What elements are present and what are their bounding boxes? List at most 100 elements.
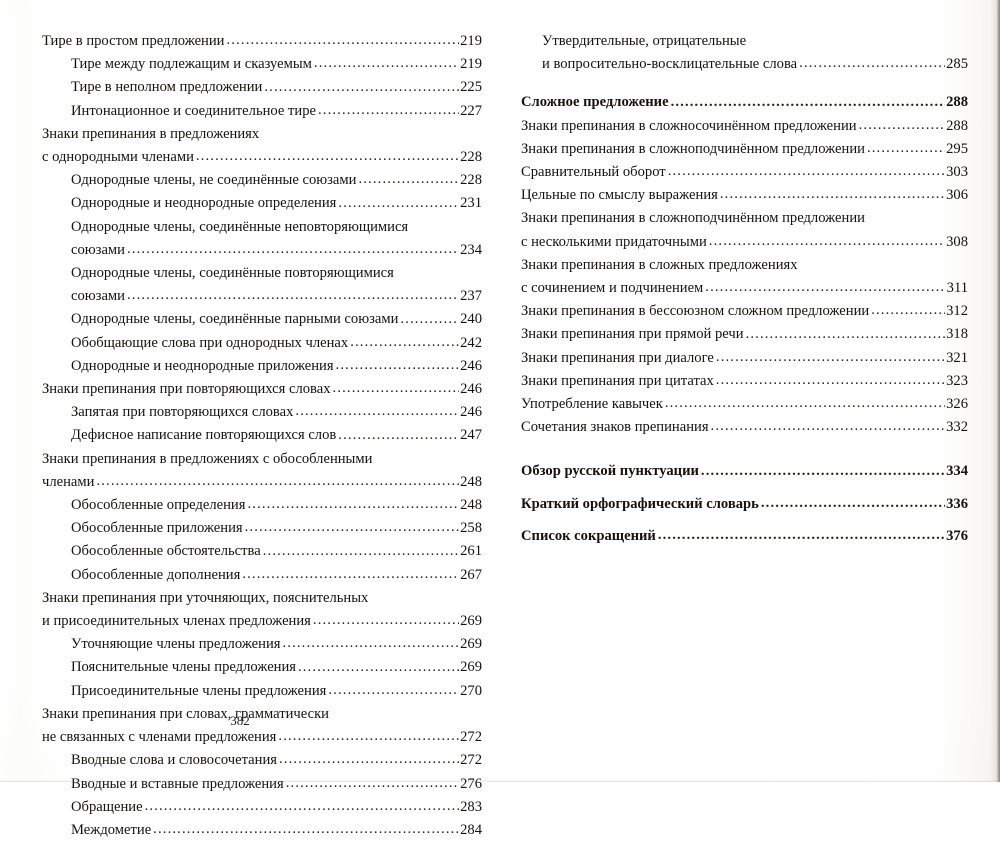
toc-dot-leader bbox=[867, 146, 945, 161]
toc-entry[interactable]: Запятая при повторяющихся словах 246 bbox=[71, 401, 482, 424]
toc-entry[interactable]: членами 248 bbox=[42, 471, 482, 494]
toc-entry[interactable]: Обзор русской пунктуации 334 bbox=[521, 460, 968, 483]
toc-dot-leader bbox=[336, 363, 460, 378]
toc-entry[interactable]: Обособленные обстоятельства 261 bbox=[71, 540, 482, 563]
toc-dot-leader bbox=[705, 286, 945, 301]
toc-entry-continued-line: Знаки препинания в предложениях с обособ… bbox=[42, 450, 373, 467]
toc-dot-leader bbox=[242, 572, 459, 587]
toc-dot-leader bbox=[318, 108, 459, 123]
toc-entry[interactable]: Сложное предложение 288 bbox=[521, 91, 968, 114]
toc-entry[interactable]: Знаки препинания при цитатах 323 bbox=[521, 370, 968, 393]
toc-entry[interactable]: Знаки препинания в бессоюзном сложном пр… bbox=[521, 300, 968, 323]
toc-columns: Тире в простом предложении219Тире между … bbox=[0, 0, 1000, 782]
toc-entry-label: членами bbox=[42, 473, 95, 490]
toc-dot-leader bbox=[338, 201, 459, 216]
toc-entry-label: Обособленные обстоятельства bbox=[71, 543, 261, 560]
toc-entry-label: Знаки препинания в сложносочинённом пред… bbox=[521, 117, 857, 134]
toc-spacer bbox=[521, 484, 968, 493]
toc-dot-leader bbox=[746, 332, 946, 347]
toc-dot-leader bbox=[665, 402, 945, 417]
toc-entry-continued-line: Знаки препинания в сложноподчинённом пре… bbox=[521, 210, 865, 227]
toc-entry[interactable]: Обращение 283 bbox=[71, 796, 482, 819]
toc-entry-label: Интонационное и соединительное тире bbox=[71, 102, 316, 119]
toc-dot-leader bbox=[245, 526, 460, 541]
toc-dot-leader bbox=[799, 62, 945, 77]
toc-entry[interactable]: Обобщающие слова при однородных членах 24… bbox=[71, 332, 482, 355]
toc-entry[interactable]: Краткий орфографический словарь 336 bbox=[521, 493, 968, 516]
toc-entry[interactable]: Цельные по смыслу выражения 306 bbox=[521, 184, 968, 207]
toc-entry-page-number: 288 bbox=[946, 94, 968, 111]
toc-spacer bbox=[521, 439, 968, 460]
toc-dot-leader bbox=[716, 355, 945, 370]
toc-entry[interactable]: союзами 234 bbox=[71, 239, 482, 262]
toc-entry[interactable]: Тире между подлежащим и сказуемым 219 bbox=[71, 53, 482, 76]
toc-entry[interactable]: с несколькими придаточными 308 bbox=[521, 231, 968, 254]
toc-dot-leader bbox=[716, 378, 945, 393]
toc-entry-page-number: 285 bbox=[946, 56, 968, 73]
toc-entry[interactable]: союзами 237 bbox=[71, 285, 482, 308]
toc-entry[interactable]: Знаки препинания при повторяющихся слова… bbox=[42, 378, 482, 401]
toc-entry[interactable]: Вводные и вставные предложения 276 bbox=[71, 773, 482, 796]
toc-entry[interactable]: Тире в простом предложении 219 bbox=[42, 30, 482, 53]
toc-entry-label: Употребление кавычек bbox=[521, 396, 663, 413]
toc-entry[interactable]: Сочетания знаков препинания 332 bbox=[521, 416, 968, 439]
toc-entry[interactable]: Присоединительные члены предложения 270 bbox=[71, 680, 482, 703]
toc-entry-page-number: 269 bbox=[460, 659, 482, 676]
toc-entry-label: Знаки препинания при диалоге bbox=[521, 349, 714, 366]
toc-entry[interactable]: Интонационное и соединительное тире 227 bbox=[71, 100, 482, 123]
toc-column-right: Утвердительные, отрицательные и вопросите… bbox=[521, 30, 968, 548]
toc-entry[interactable]: Вводные слова и словосочетания 272 bbox=[71, 749, 482, 772]
toc-entry[interactable]: с сочинением и подчинением 311 bbox=[521, 277, 968, 300]
toc-entry-label: Обособленные определения bbox=[71, 497, 246, 514]
book-page: Тире в простом предложении219Тире между … bbox=[0, 0, 1000, 782]
toc-entry-label: Вводные и вставные предложения bbox=[71, 775, 284, 792]
toc-entry[interactable]: и вопросительно-восклицательные слова 285 bbox=[542, 53, 968, 76]
toc-entry[interactable]: Уточняющие члены предложения 269 bbox=[71, 633, 482, 656]
toc-dot-leader bbox=[709, 239, 945, 254]
toc-dot-leader bbox=[761, 501, 945, 516]
toc-entry-page-number: 283 bbox=[460, 798, 482, 815]
toc-entry[interactable]: Обособленные дополнения 267 bbox=[71, 564, 482, 587]
toc-entry[interactable]: Сравнительный оборот 303 bbox=[521, 161, 968, 184]
toc-entry[interactable]: Знаки препинания при диалоге 321 bbox=[521, 347, 968, 370]
toc-dot-leader bbox=[153, 828, 459, 842]
toc-entry[interactable]: Знаки препинания в сложносочинённом пред… bbox=[521, 115, 968, 138]
toc-entry[interactable]: Дефисное написание повторяющихся слов 247 bbox=[71, 424, 482, 447]
toc-entry-page-number: 284 bbox=[460, 821, 482, 838]
toc-entry[interactable]: Однородные и неоднородные приложения 246 bbox=[71, 355, 482, 378]
toc-dot-leader bbox=[145, 804, 460, 819]
toc-entry-page-number: 323 bbox=[946, 372, 968, 389]
toc-entry-label: Уточняющие члены предложения bbox=[71, 636, 281, 653]
toc-entry[interactable]: не связанных с членами предложения 272 bbox=[42, 726, 482, 749]
toc-entry-page-number: 295 bbox=[946, 140, 968, 157]
toc-entry-page-number: 246 bbox=[460, 381, 482, 398]
toc-entry[interactable]: Обособленные приложения 258 bbox=[71, 517, 482, 540]
toc-entry[interactable]: Междометие 284 bbox=[71, 819, 482, 842]
toc-entry[interactable]: Однородные и неоднородные определения 231 bbox=[71, 192, 482, 215]
toc-entry[interactable]: Пояснительные члены предложения 269 bbox=[71, 656, 482, 679]
toc-entry[interactable]: Обособленные определения 248 bbox=[71, 494, 482, 517]
toc-spacer bbox=[521, 516, 968, 525]
toc-entry-page-number: 240 bbox=[460, 311, 482, 328]
toc-dot-leader bbox=[247, 503, 459, 518]
toc-entry-label: Обращение bbox=[71, 798, 143, 815]
toc-entry[interactable]: Однородные члены, соединённые парными со… bbox=[71, 308, 482, 331]
toc-entry-label: Запятая при повторяющихся словах bbox=[71, 404, 294, 421]
toc-entry-label: Обособленные дополнения bbox=[71, 566, 241, 583]
toc-entry-page-number: 336 bbox=[946, 495, 968, 512]
toc-dot-leader bbox=[338, 433, 459, 448]
toc-entry[interactable]: с однородными членами 228 bbox=[42, 146, 482, 169]
toc-dot-leader bbox=[286, 781, 459, 796]
toc-dot-leader bbox=[227, 39, 460, 54]
toc-entry-page-number: 272 bbox=[460, 752, 482, 769]
toc-entry-label: Сложное предложение bbox=[521, 94, 669, 111]
toc-entry[interactable]: Список сокращений 376 bbox=[521, 525, 968, 548]
toc-entry[interactable]: Употребление кавычек 326 bbox=[521, 393, 968, 416]
toc-entry[interactable]: и присоединительных членах предложения 26… bbox=[42, 610, 482, 633]
toc-entry[interactable]: Однородные члены, не соединённые союзами… bbox=[71, 169, 482, 192]
toc-entry[interactable]: Знаки препинания при прямой речи 318 bbox=[521, 323, 968, 346]
toc-entry[interactable]: Знаки препинания в сложноподчинённом пре… bbox=[521, 138, 968, 161]
toc-entry-label: Знаки препинания в бессоюзном сложном пр… bbox=[521, 303, 870, 320]
toc-entry[interactable]: Тире в неполном предложении 225 bbox=[71, 76, 482, 99]
toc-entry-continued-line: Однородные члены, соединённые повторяющи… bbox=[71, 265, 394, 282]
